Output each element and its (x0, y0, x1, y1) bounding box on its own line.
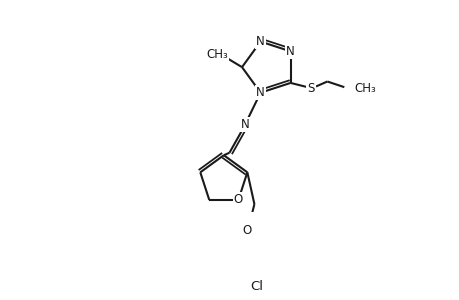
Text: N: N (240, 118, 249, 131)
Text: O: O (233, 194, 242, 206)
Text: N: N (285, 45, 294, 58)
Text: Cl: Cl (250, 280, 263, 293)
Text: N: N (256, 86, 264, 99)
Text: S: S (307, 82, 314, 95)
Text: O: O (242, 224, 252, 238)
Text: CH₃: CH₃ (353, 82, 375, 95)
Text: N: N (256, 35, 264, 48)
Text: CH₃: CH₃ (206, 48, 228, 61)
